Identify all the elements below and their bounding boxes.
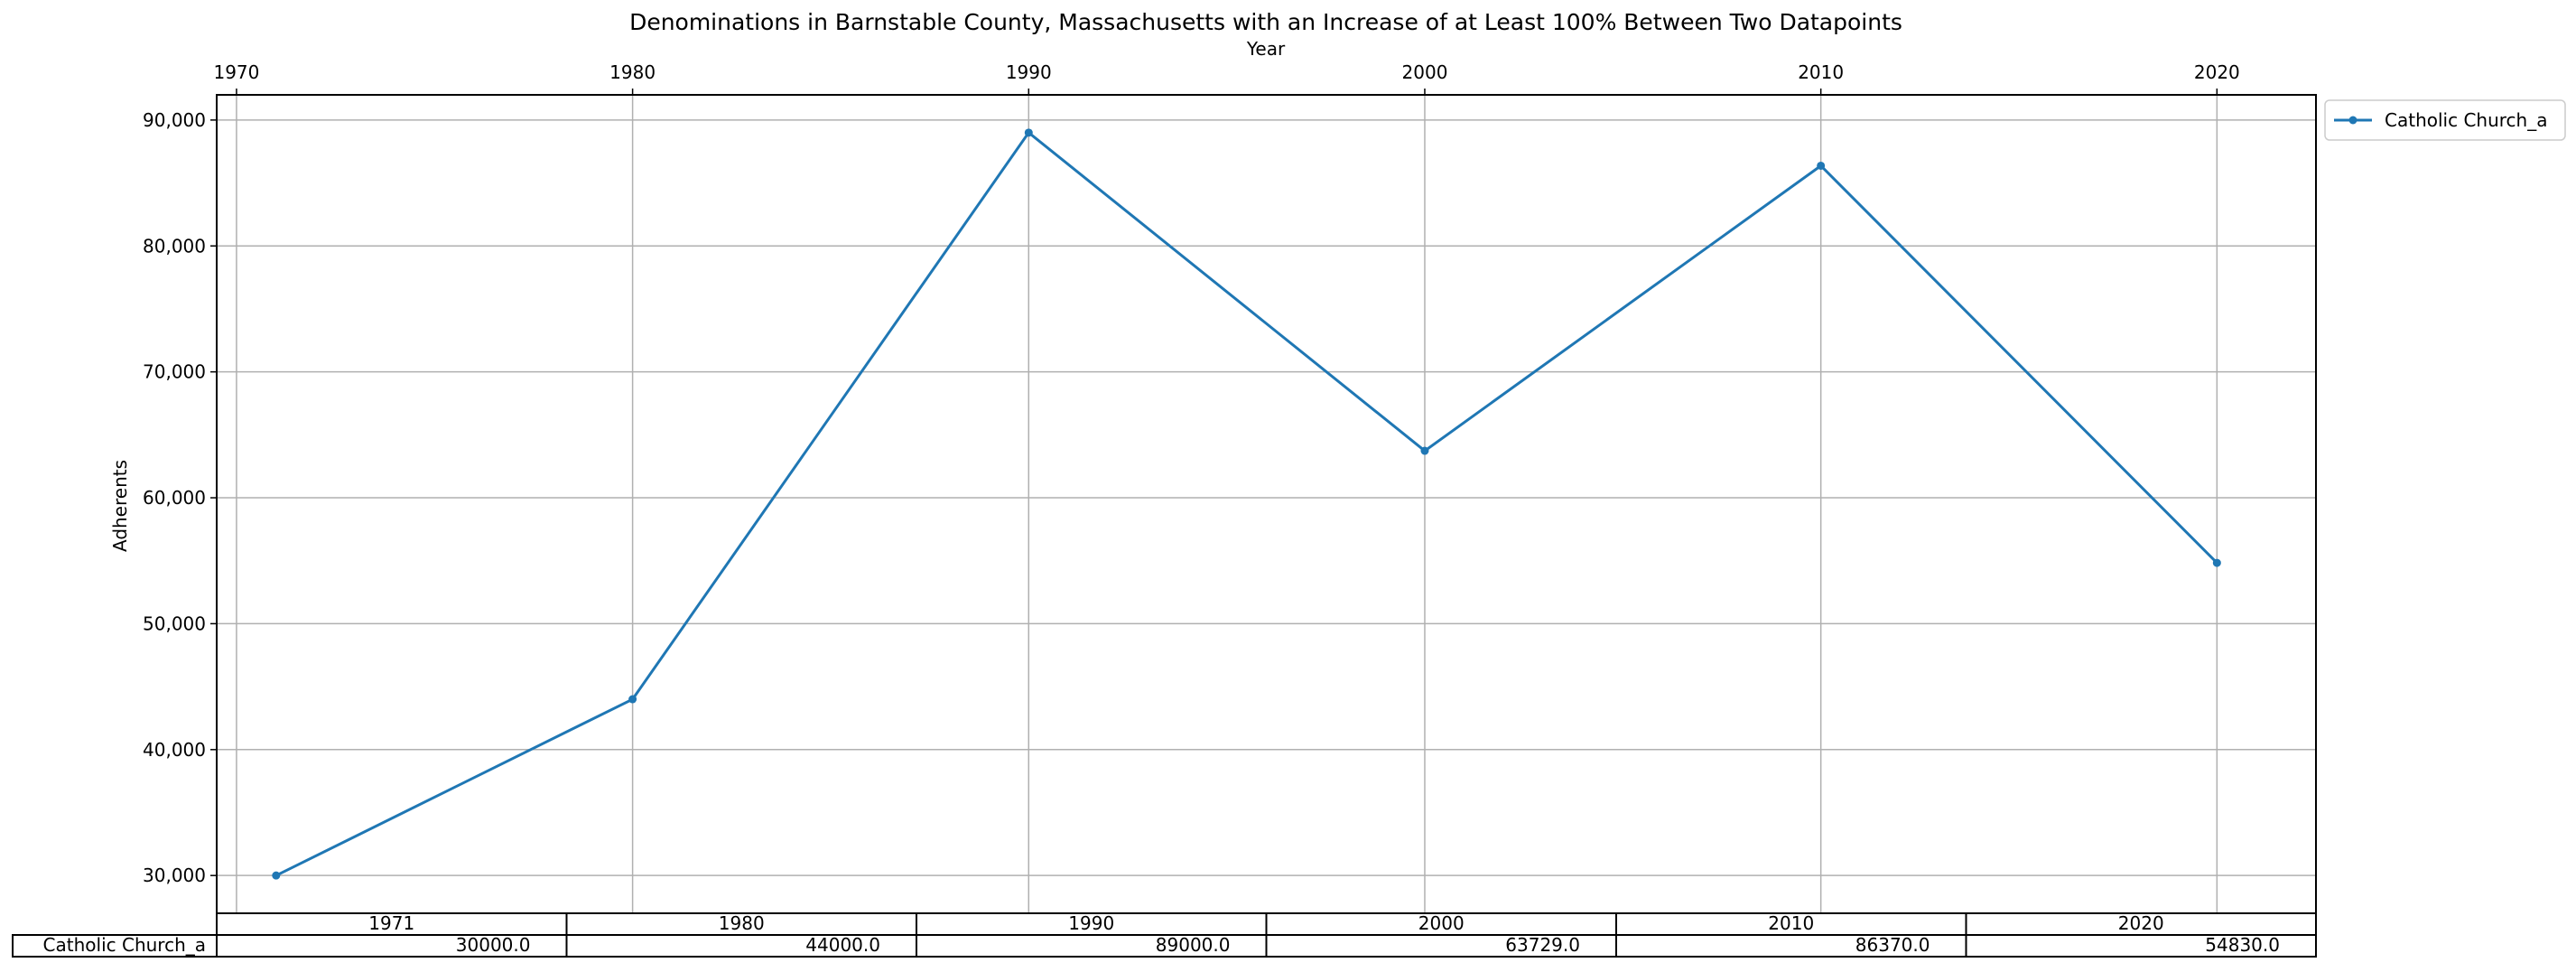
data-point bbox=[628, 695, 637, 704]
legend-swatch-marker bbox=[2348, 116, 2357, 125]
y-tick-label: 90,000 bbox=[143, 109, 206, 131]
table-cell: 86370.0 bbox=[1855, 934, 1930, 956]
table-col-label: 2020 bbox=[2118, 912, 2164, 934]
table-col-label: 1980 bbox=[719, 912, 765, 934]
y-tick-label: 30,000 bbox=[143, 865, 206, 886]
legend: Catholic Church_a bbox=[2324, 99, 2566, 141]
table-col-label: 2000 bbox=[1418, 912, 1465, 934]
x-tick-label: 1990 bbox=[1006, 61, 1052, 83]
y-tick-label: 50,000 bbox=[143, 612, 206, 634]
table-cell: 44000.0 bbox=[805, 934, 880, 956]
data-point bbox=[272, 871, 281, 880]
data-point bbox=[1817, 161, 1826, 170]
table-cell: 54830.0 bbox=[2205, 934, 2280, 956]
x-tick-label: 2020 bbox=[2194, 61, 2240, 83]
y-tick-label: 80,000 bbox=[143, 235, 206, 257]
table-cell: 30000.0 bbox=[456, 934, 531, 956]
table-col-label: 1971 bbox=[368, 912, 414, 934]
table-cell: 89000.0 bbox=[1156, 934, 1231, 956]
series-line bbox=[275, 130, 2218, 877]
y-tick-label: 40,000 bbox=[143, 739, 206, 761]
y-axis-label: Adherents bbox=[109, 460, 131, 552]
chart-title: Denominations in Barnstable County, Mass… bbox=[629, 9, 1902, 35]
table-cell: 63729.0 bbox=[1505, 934, 1580, 956]
x-tick-label: 2000 bbox=[1402, 61, 1448, 83]
table-row-label: Catholic Church_a bbox=[43, 934, 206, 956]
plot-frame bbox=[216, 94, 2317, 914]
grid bbox=[217, 95, 2316, 913]
legend-box bbox=[2324, 99, 2566, 141]
x-tick-label: 1980 bbox=[609, 61, 656, 83]
series-group bbox=[272, 128, 2221, 880]
data-table: 1971 30000.0 1980 44000.0 1990 89000.0 2000 637… bbox=[12, 912, 2317, 958]
y-tick-label: 70,000 bbox=[143, 361, 206, 383]
y-tick-label: 60,000 bbox=[143, 487, 206, 509]
data-point bbox=[2212, 558, 2221, 567]
data-point bbox=[1420, 446, 1429, 455]
data-point bbox=[1024, 128, 1033, 137]
x-axis-label: Year bbox=[1246, 38, 1286, 60]
table-col-label: 2010 bbox=[1768, 912, 1814, 934]
x-tick-label: 1970 bbox=[213, 61, 259, 83]
x-tick-label: 2010 bbox=[1798, 61, 1844, 83]
ticks: 1970 1980 1990 2000 2010 2020 30,000 40,000 50,0… bbox=[143, 61, 2240, 886]
table-col-label: 1990 bbox=[1068, 912, 1114, 934]
legend-label: Catholic Church_a bbox=[2385, 109, 2547, 131]
table-data-row bbox=[12, 934, 2317, 958]
